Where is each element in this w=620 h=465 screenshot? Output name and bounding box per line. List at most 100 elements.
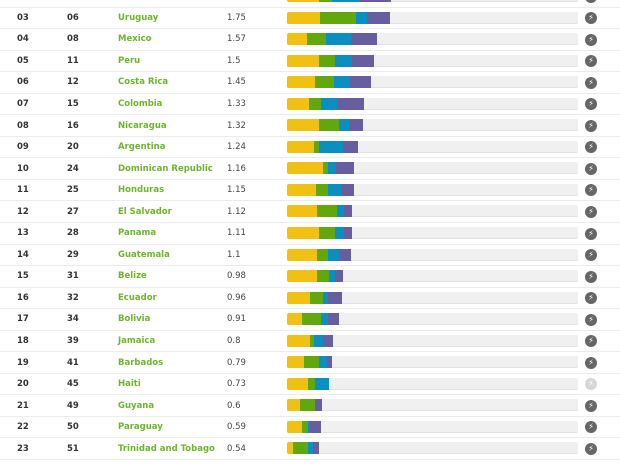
country-link[interactable]: Paraguay xyxy=(118,422,163,433)
table-row: 05 11 Peru 1.5 ⚡︎ xyxy=(0,51,620,73)
regional-rank: 08 xyxy=(17,120,29,131)
lightning-circle-icon[interactable]: ⚡︎ xyxy=(585,184,597,197)
score-bar-segment-3 xyxy=(328,248,340,261)
country-link[interactable]: Guatemala xyxy=(118,249,170,260)
score-bar-segment-4 xyxy=(351,54,374,67)
score-bar-segment-3 xyxy=(328,162,336,175)
score-bar-segment-2 xyxy=(309,334,315,347)
score-value: 1.16 xyxy=(227,163,246,174)
table-row: 03 06 Uruguay 1.75 ⚡︎ xyxy=(0,8,620,30)
lightning-circle-icon[interactable]: ⚡︎ xyxy=(585,292,597,305)
table-row: 12 27 El Salvador 1.12 ⚡︎ xyxy=(0,201,620,224)
table-row: ⚡︎ xyxy=(0,0,620,8)
score-bar xyxy=(287,205,578,218)
country-link[interactable]: Costa Rica xyxy=(118,77,169,88)
score-bar-segment-2 xyxy=(309,97,322,110)
regional-rank: 19 xyxy=(17,357,29,368)
lightning-circle-icon[interactable]: ⚡︎ xyxy=(585,442,597,455)
lightning-circle-icon[interactable]: ⚡︎ xyxy=(585,76,597,89)
score-bar-segment-3 xyxy=(314,334,324,347)
score-bar-segment-3 xyxy=(325,33,351,46)
score-bar-segment-2 xyxy=(293,442,309,455)
country-link[interactable]: Trinidad and Tobago xyxy=(118,443,215,454)
lightning-circle-icon[interactable]: ⚡︎ xyxy=(585,356,597,369)
score-bar-segment-3 xyxy=(335,227,345,240)
score-value: 1.15 xyxy=(227,185,246,196)
country-link[interactable]: Jamaica xyxy=(118,336,156,347)
table-row: 16 32 Ecuador 0.96 ⚡︎ xyxy=(0,288,620,310)
lightning-circle-icon[interactable]: ⚡︎ xyxy=(585,98,597,111)
lightning-circle-icon[interactable]: ⚡︎ xyxy=(585,55,597,68)
score-value: 0.6 xyxy=(227,400,241,411)
country-link[interactable]: Dominican Republic xyxy=(118,163,213,174)
lightning-circle-icon[interactable]: ⚡︎ xyxy=(585,0,597,3)
table-row: 10 24 Dominican Republic 1.16 ⚡︎ xyxy=(0,158,620,180)
score-bar xyxy=(287,97,578,110)
score-bar-segment-2 xyxy=(314,76,334,89)
country-link[interactable]: Mexico xyxy=(118,34,152,45)
lightning-circle-icon[interactable]: ⚡︎ xyxy=(585,227,597,240)
lightning-circle-icon[interactable]: ⚡︎ xyxy=(585,313,597,326)
score-bar-segment-4 xyxy=(315,399,323,412)
country-link[interactable]: Nicaragua xyxy=(118,120,167,131)
global-rank: 41 xyxy=(67,357,79,368)
lightning-circle-icon[interactable]: ⚡︎ xyxy=(585,119,597,132)
score-bar-segment-2 xyxy=(316,248,329,261)
score-bar-segment-1 xyxy=(287,442,294,455)
score-bar xyxy=(287,140,578,153)
score-bar-segment-1 xyxy=(287,119,319,132)
country-link[interactable]: Guyana xyxy=(118,400,155,411)
score-bar xyxy=(287,248,578,261)
table-row: 15 31 Belize 0.98 ⚡︎ xyxy=(0,266,620,288)
score-bar-segment-3 xyxy=(355,11,367,24)
score-bar xyxy=(287,11,578,24)
score-bar-segment-3 xyxy=(321,97,338,110)
score-bar-segment-3 xyxy=(339,119,349,132)
global-rank: 34 xyxy=(67,314,79,325)
lightning-circle-icon[interactable]: ⚡︎ xyxy=(585,378,597,391)
score-bar-segment-1 xyxy=(287,248,317,261)
global-rank: 15 xyxy=(67,99,79,109)
table-row: 23 51 Trinidad and Tobago 0.54 ⚡︎ xyxy=(0,438,620,461)
country-link[interactable]: El Salvador xyxy=(118,206,172,217)
country-link[interactable]: Ecuador xyxy=(118,292,157,303)
country-link[interactable]: Belize xyxy=(118,271,147,282)
score-bar-segment-2 xyxy=(319,54,335,67)
score-bar-segment-2 xyxy=(314,140,319,153)
country-link[interactable]: Haiti xyxy=(118,379,141,390)
lightning-circle-icon[interactable]: ⚡︎ xyxy=(585,421,597,434)
global-rank: 06 xyxy=(67,12,79,23)
lightning-circle-icon[interactable]: ⚡︎ xyxy=(585,33,597,46)
lightning-circle-icon[interactable]: ⚡︎ xyxy=(585,249,597,262)
score-bar xyxy=(287,313,578,326)
lightning-circle-icon[interactable]: ⚡︎ xyxy=(585,205,597,218)
country-link[interactable]: Barbados xyxy=(118,357,164,368)
country-link[interactable]: Bolivia xyxy=(118,314,151,325)
score-bar-segment-4 xyxy=(335,162,354,175)
country-link[interactable]: Honduras xyxy=(118,185,165,196)
score-bar-segment-4 xyxy=(323,334,333,347)
country-link[interactable]: Colombia xyxy=(118,99,163,109)
table-row: 19 41 Barbados 0.79 ⚡︎ xyxy=(0,352,620,374)
lightning-circle-icon[interactable]: ⚡︎ xyxy=(585,12,597,25)
country-link[interactable]: Peru xyxy=(118,55,141,66)
global-rank: 08 xyxy=(67,34,79,45)
lightning-circle-icon[interactable]: ⚡︎ xyxy=(585,399,597,412)
lightning-circle-icon[interactable]: ⚡︎ xyxy=(585,270,597,283)
global-rank: 16 xyxy=(67,120,79,131)
lightning-circle-icon[interactable]: ⚡︎ xyxy=(585,335,597,348)
regional-rank: 07 xyxy=(17,99,29,109)
country-link[interactable]: Uruguay xyxy=(118,12,159,23)
lightning-circle-icon[interactable]: ⚡︎ xyxy=(585,141,597,154)
score-bar xyxy=(287,0,578,2)
score-bar-segment-3 xyxy=(319,140,343,153)
regional-rank: 21 xyxy=(17,400,29,411)
table-row: 07 15 Colombia 1.33 ⚡︎ xyxy=(0,94,620,116)
regional-rank: 05 xyxy=(17,55,29,66)
table-row: 13 28 Panama 1.11 ⚡︎ xyxy=(0,223,620,245)
country-link[interactable]: Argentina xyxy=(118,142,166,153)
score-bar-segment-1 xyxy=(287,356,304,369)
lightning-circle-icon[interactable]: ⚡︎ xyxy=(585,162,597,175)
country-link[interactable]: Panama xyxy=(118,228,157,239)
global-rank: 20 xyxy=(67,142,79,153)
